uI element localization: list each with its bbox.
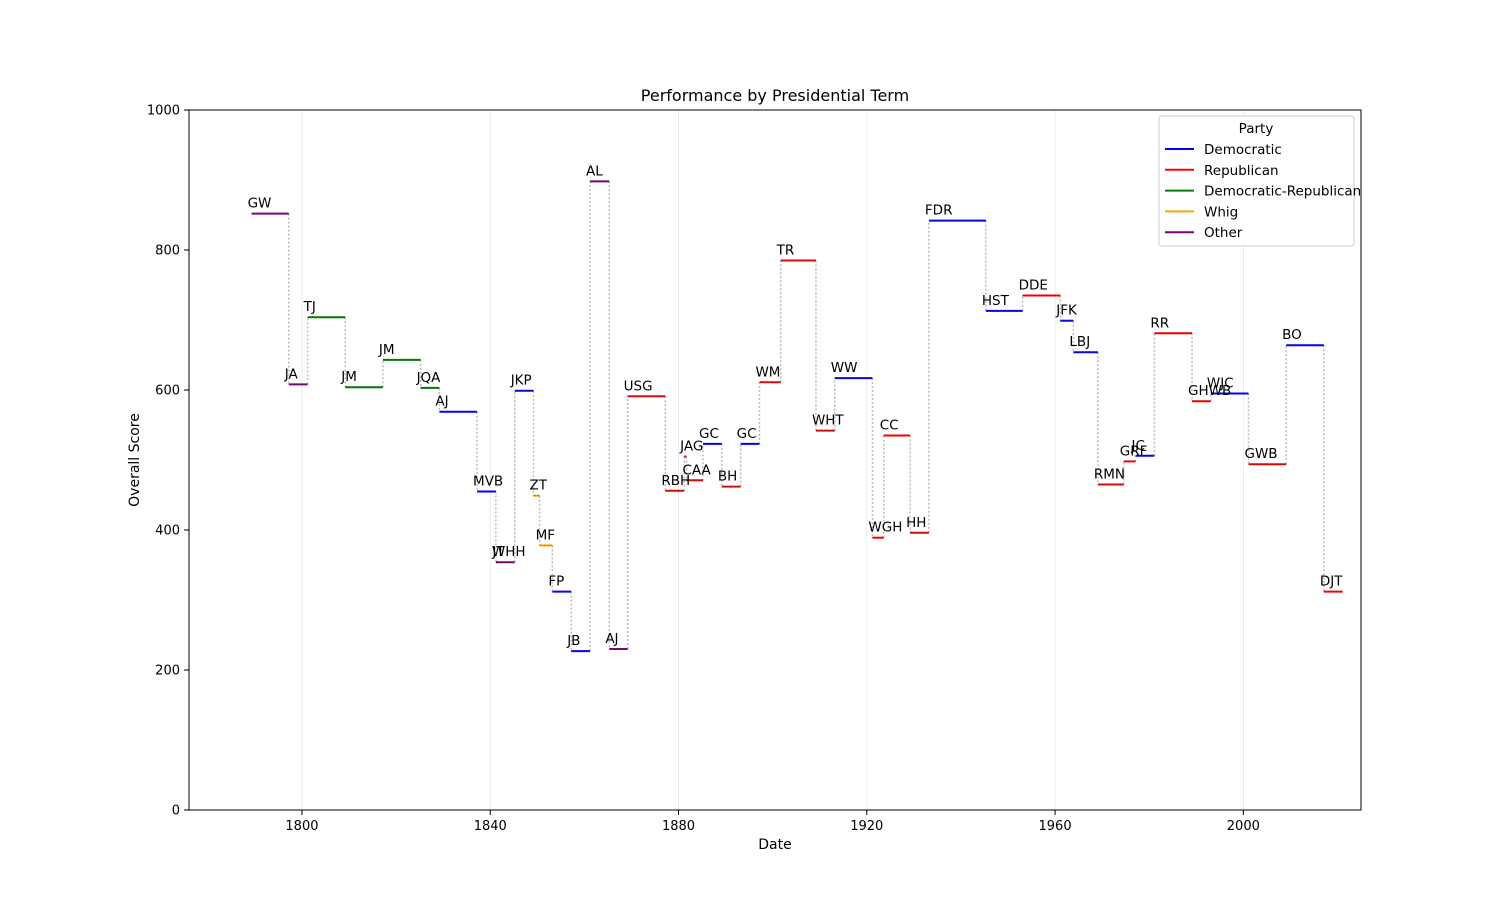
y-tick-label: 1000 [147,104,180,119]
term-label: TJ [303,299,316,315]
term-label: WM [755,364,780,380]
term-label: MVB [473,474,503,490]
y-tick-label: 200 [155,664,180,679]
term-label: WJC [1207,376,1234,392]
x-tick-label: 2000 [1227,819,1260,834]
term-label: JC [1131,438,1145,454]
term-label: ZT [530,478,548,494]
legend-box [1158,115,1355,247]
legend-entry-label: Whig [1204,204,1238,220]
chart-title: Performance by Presidential Term [641,86,909,105]
y-tick-label: 800 [155,244,180,259]
y-tick-label: 0 [172,804,180,819]
term-label: WHT [812,413,844,429]
y-axis-ticks: 0 200 400 600 800 1000 [147,104,189,819]
term-label: GHWB [1188,383,1231,399]
x-grid [301,110,1244,810]
term-label: MF [536,527,555,543]
term-label: BH [718,469,737,485]
term-label: WGH [868,520,902,536]
term-label: GW [248,196,272,212]
term-label: TR [776,243,795,259]
term-label: AJ [435,394,448,410]
legend-title: Party [1239,121,1274,137]
term-label: HST [982,293,1010,309]
term-label: WHH [492,544,526,560]
term-label: DJT [1320,574,1343,590]
legend-entry-label: Other [1204,225,1243,241]
term-label: JB [566,633,580,649]
term-segments [251,180,1343,653]
term-label: GWB [1245,446,1278,462]
legend-entry-label: Democratic [1204,142,1282,158]
term-label: DDE [1019,278,1048,294]
term-label: GRF [1120,443,1148,459]
term-label: USG [624,378,653,394]
term-label: RMN [1094,467,1125,483]
term-label: JQA [416,370,442,386]
term-label: GC [737,426,757,442]
x-tick-label: 1800 [285,819,318,834]
term-label: RBH [661,473,690,489]
term-label: LBJ [1069,334,1090,350]
term-label: AL [586,163,603,179]
term-label: JFK [1055,303,1078,319]
term-label: CC [880,418,899,434]
term-label: CAA [683,462,712,478]
term-label: JA [284,366,299,382]
term-label: HH [906,515,926,531]
x-tick-label: 1880 [662,819,695,834]
term-connectors [288,181,1325,652]
y-axis-label: Overall Score [127,413,143,507]
term-label: RR [1150,315,1169,331]
term-label: JAG [679,439,703,455]
term-label: FDR [925,203,953,219]
plot-frame [188,109,1362,811]
x-tick-label: 1840 [474,819,507,834]
term-label: WW [831,360,858,376]
term-label: JT [491,544,505,560]
legend-entries: Democratic Republican Democratic-Republica… [1165,142,1361,241]
term-label: FP [548,574,564,590]
term-label: AJ [605,631,618,647]
term-label: JM [340,369,357,385]
y-tick-label: 600 [155,384,180,399]
x-tick-label: 1960 [1039,819,1072,834]
legend-entry-label: Republican [1204,163,1279,179]
y-tick-label: 400 [155,524,180,539]
legend: Party Democratic Republican Democratic-Rep… [1158,115,1361,247]
term-label: JM [378,342,395,358]
x-axis-ticks: 1800 1840 1880 1920 1960 2000 [285,810,1260,834]
term-label: BO [1282,327,1302,343]
legend-entry-label: Democratic-Republican [1204,184,1361,200]
term-label: JKP [510,373,532,389]
x-axis-label: Date [758,837,791,853]
x-tick-label: 1920 [850,819,883,834]
term-label: GC [699,426,719,442]
